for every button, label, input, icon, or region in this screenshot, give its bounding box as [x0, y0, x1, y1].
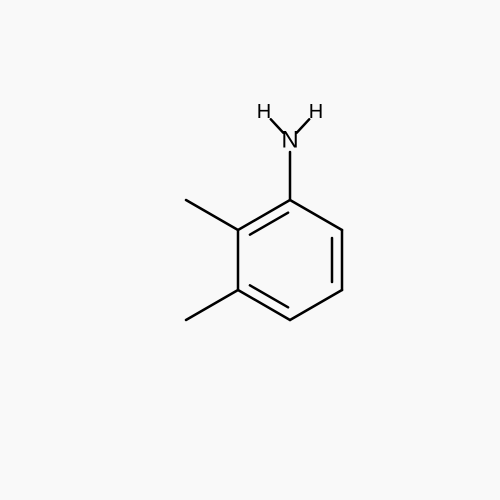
atom-label-n: N — [281, 127, 298, 154]
molecule-canvas: NH H — [0, 0, 500, 500]
atom-label-h: H — [257, 101, 271, 123]
atom-label-h: H — [309, 101, 323, 123]
canvas-background — [0, 0, 500, 500]
